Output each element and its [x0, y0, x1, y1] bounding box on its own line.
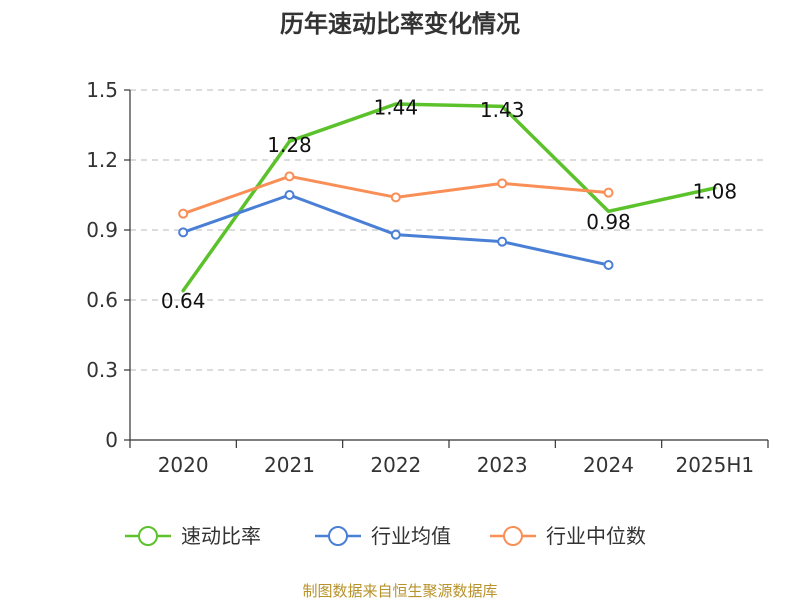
y-tick-label: 1.2 — [86, 148, 118, 172]
series-line — [181, 102, 717, 293]
x-tick-label: 2024 — [583, 453, 634, 477]
data-label: 1.28 — [267, 133, 312, 157]
legend[interactable]: 速动比率 行业均值 行业中位数 — [125, 524, 646, 548]
y-tick-label: 0.9 — [86, 218, 118, 242]
x-tick-label: 2025H1 — [675, 453, 754, 477]
data-point — [390, 192, 401, 203]
y-tick-label: 0.6 — [86, 288, 118, 312]
data-point — [178, 227, 189, 238]
data-point — [178, 208, 189, 219]
legend-label: 行业中位数 — [546, 524, 646, 548]
legend-marker — [328, 526, 348, 546]
data-label: 1.43 — [480, 98, 525, 122]
series-layer — [178, 102, 717, 293]
legend-item[interactable]: 速动比率 — [125, 524, 261, 548]
data-point — [603, 260, 614, 270]
legend-marker — [138, 526, 158, 546]
data-labels: 0.64 1.28 1.44 1.43 0.98 1.08 — [161, 96, 737, 314]
legend-item[interactable]: 行业均值 — [315, 524, 451, 548]
legend-item[interactable]: 行业中位数 — [490, 524, 646, 548]
x-tick-label: 2022 — [370, 453, 421, 477]
x-tick-label: 2023 — [477, 453, 528, 477]
axes: 0 0.3 0.6 0.9 1.2 1.5 2020 2021 2022 2023 2024 2025… — [86, 78, 769, 477]
legend-label: 行业均值 — [371, 524, 451, 548]
x-tick-label: 2021 — [264, 453, 315, 477]
gridlines — [130, 89, 768, 371]
legend-marker — [503, 526, 523, 546]
legend-label: 速动比率 — [181, 524, 261, 548]
data-label: 1.44 — [374, 96, 419, 120]
chart-title: 历年速动比率变化情况 — [280, 10, 520, 38]
data-point — [497, 236, 508, 247]
y-tick-label: 1.5 — [86, 78, 118, 102]
data-point — [603, 187, 614, 198]
data-point — [497, 178, 508, 189]
x-tick-label: 2020 — [158, 453, 209, 477]
source-note: 制图数据来自恒生聚源数据库 — [302, 582, 497, 600]
data-label: 0.64 — [161, 289, 206, 313]
y-tick-label: 0 — [105, 428, 118, 452]
data-point — [390, 229, 401, 240]
data-label: 1.08 — [693, 180, 738, 204]
data-label: 0.98 — [586, 210, 631, 234]
data-point — [284, 190, 295, 200]
y-tick-label: 0.3 — [86, 358, 118, 382]
data-point — [284, 171, 295, 182]
